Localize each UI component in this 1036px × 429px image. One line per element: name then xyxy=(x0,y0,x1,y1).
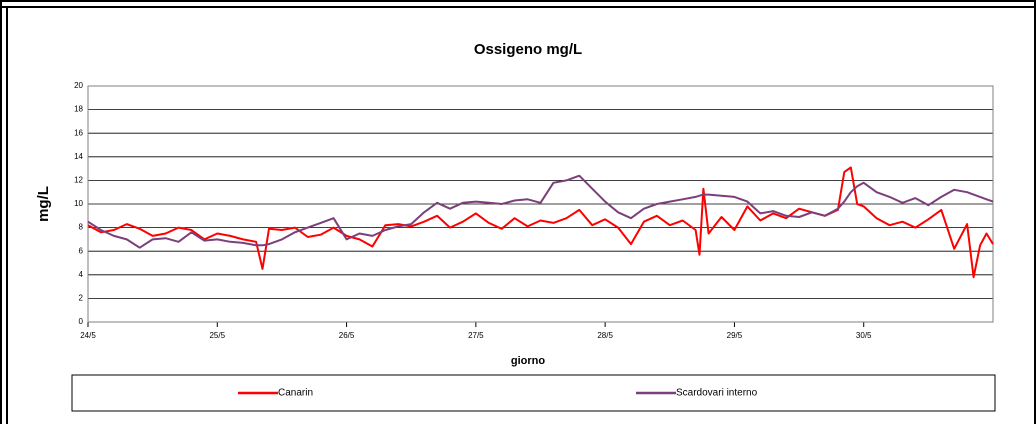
plot-area xyxy=(87,85,994,323)
x-tick-label: 27/5 xyxy=(468,331,484,340)
y-tick-label: 12 xyxy=(74,176,83,185)
y-tick-label: 6 xyxy=(79,246,84,255)
x-axis-label: giorno xyxy=(511,355,545,367)
legend-label: Canarin xyxy=(278,388,313,399)
x-tick-label: 26/5 xyxy=(339,331,355,340)
x-tick-label: 24/5 xyxy=(80,331,96,340)
legend-label: Scardovari interno xyxy=(676,388,758,399)
y-tick-label: 14 xyxy=(74,152,83,161)
series-line xyxy=(87,174,994,249)
x-tick-label: 25/5 xyxy=(209,331,225,340)
y-tick-label: 0 xyxy=(79,317,84,326)
x-tick-label: 30/5 xyxy=(856,331,872,340)
y-tick-label: 8 xyxy=(79,223,84,232)
y-tick-label: 2 xyxy=(79,294,84,303)
y-tick-label: 16 xyxy=(74,128,83,137)
y-tick-label: 18 xyxy=(74,105,83,114)
series-line xyxy=(87,166,994,279)
y-tick-label: 4 xyxy=(79,270,84,279)
y-axis-label: mg/L xyxy=(35,186,52,222)
legend-box xyxy=(71,374,996,412)
chart-title: Ossigeno mg/L xyxy=(474,41,582,58)
y-tick-label: 20 xyxy=(74,81,83,90)
x-tick-label: 29/5 xyxy=(727,331,743,340)
x-tick-label: 28/5 xyxy=(597,331,613,340)
y-tick-label: 10 xyxy=(74,199,83,208)
